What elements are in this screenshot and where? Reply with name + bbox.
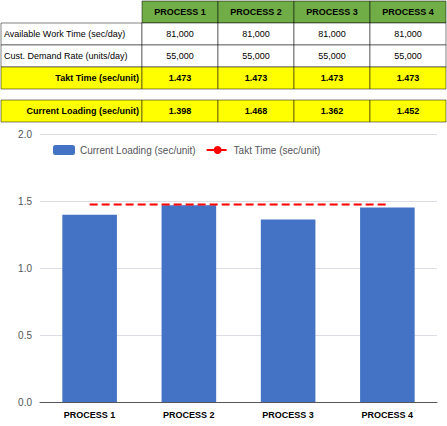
svg-text:1.452: 1.452: [397, 106, 420, 116]
svg-text:1.473: 1.473: [321, 73, 344, 83]
svg-text:1.0: 1.0: [18, 263, 32, 274]
svg-text:1.5: 1.5: [18, 196, 32, 207]
svg-text:55,000: 55,000: [318, 51, 346, 61]
svg-text:1.468: 1.468: [245, 106, 268, 116]
svg-text:PROCESS 1: PROCESS 1: [64, 410, 116, 420]
svg-text:0.5: 0.5: [18, 330, 32, 341]
svg-text:Available Work Time (sec/day): Available Work Time (sec/day): [4, 29, 125, 39]
svg-text:Current Loading (sec/unit): Current Loading (sec/unit): [80, 145, 196, 156]
svg-text:1.362: 1.362: [321, 106, 344, 116]
svg-text:1.473: 1.473: [397, 73, 420, 83]
svg-text:PROCESS 4: PROCESS 4: [382, 7, 434, 17]
svg-text:1.473: 1.473: [245, 73, 268, 83]
svg-text:81,000: 81,000: [318, 29, 346, 39]
svg-text:Takt Time (sec/unit): Takt Time (sec/unit): [234, 145, 321, 156]
svg-text:2.0: 2.0: [18, 129, 32, 140]
svg-text:Current Loading (sec/unit): Current Loading (sec/unit): [27, 106, 140, 116]
svg-text:81,000: 81,000: [242, 29, 270, 39]
svg-text:PROCESS 4: PROCESS 4: [362, 410, 414, 420]
svg-text:1.473: 1.473: [169, 73, 192, 83]
svg-text:0.0: 0.0: [18, 397, 32, 408]
svg-text:PROCESS 1: PROCESS 1: [154, 7, 206, 17]
svg-text:55,000: 55,000: [394, 51, 422, 61]
svg-text:Cust. Demand Rate (units/day): Cust. Demand Rate (units/day): [4, 51, 128, 61]
svg-text:81,000: 81,000: [166, 29, 194, 39]
svg-text:PROCESS 2: PROCESS 2: [230, 7, 282, 17]
svg-text:PROCESS 3: PROCESS 3: [306, 7, 358, 17]
svg-text:81,000: 81,000: [394, 29, 422, 39]
svg-text:55,000: 55,000: [166, 51, 194, 61]
svg-text:1.398: 1.398: [169, 106, 192, 116]
svg-text:55,000: 55,000: [242, 51, 270, 61]
svg-text:Takt Time (sec/unit): Takt Time (sec/unit): [55, 73, 139, 83]
svg-text:PROCESS 3: PROCESS 3: [262, 410, 314, 420]
svg-text:PROCESS 2: PROCESS 2: [163, 410, 215, 420]
